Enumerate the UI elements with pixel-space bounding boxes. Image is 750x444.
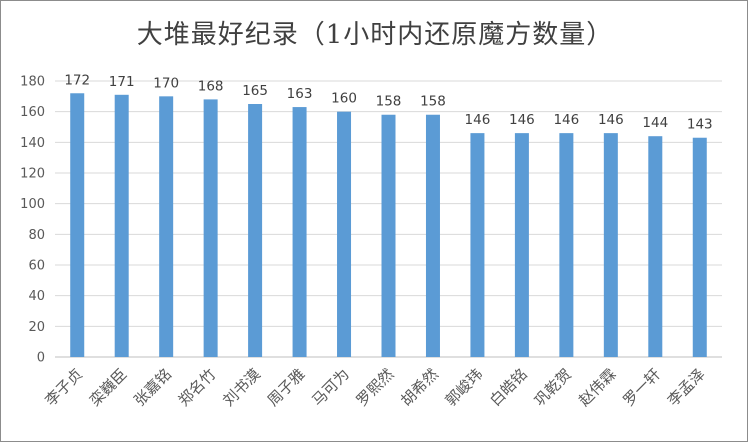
x-tick-label: 罗熙然 bbox=[353, 365, 398, 410]
y-tick-label: 100 bbox=[20, 197, 45, 212]
data-label: 165 bbox=[242, 83, 268, 99]
bar bbox=[648, 136, 663, 357]
bar bbox=[425, 114, 440, 357]
data-label: 158 bbox=[420, 94, 446, 110]
data-label: 170 bbox=[153, 75, 179, 91]
data-label: 143 bbox=[687, 117, 713, 133]
x-tick-label: 李子贞 bbox=[42, 365, 87, 410]
x-tick-label: 张嘉铭 bbox=[130, 365, 175, 410]
data-label: 144 bbox=[642, 115, 668, 131]
y-tick-label: 140 bbox=[20, 136, 45, 151]
y-tick-label: 120 bbox=[20, 167, 45, 182]
bar bbox=[514, 133, 529, 357]
x-tick-label: 李孟泽 bbox=[664, 365, 709, 410]
bar bbox=[203, 99, 218, 358]
bar bbox=[559, 133, 574, 357]
y-tick-label: 0 bbox=[37, 351, 45, 366]
data-label: 146 bbox=[553, 112, 579, 128]
y-tick-label: 160 bbox=[20, 105, 45, 120]
data-label: 160 bbox=[331, 91, 357, 107]
x-tick-label: 周子雅 bbox=[264, 365, 309, 410]
x-tick-label: 白皓铭 bbox=[486, 365, 531, 410]
chart-title: 大堆最好纪录（1小时内还原魔方数量） bbox=[136, 20, 614, 50]
bar bbox=[114, 94, 129, 358]
y-tick-label: 20 bbox=[28, 320, 45, 335]
data-label: 163 bbox=[287, 86, 313, 102]
bar bbox=[337, 111, 352, 358]
x-tick-label: 胡希然 bbox=[397, 365, 442, 410]
bar bbox=[603, 133, 618, 357]
bar bbox=[381, 114, 396, 357]
x-tick-label: 马可为 bbox=[308, 365, 353, 410]
bar bbox=[248, 104, 263, 357]
x-tick-label: 罗一轩 bbox=[620, 365, 665, 410]
data-label: 158 bbox=[376, 94, 402, 110]
x-tick-label: 栾巍臣 bbox=[86, 365, 131, 410]
bar bbox=[292, 107, 307, 357]
data-label: 146 bbox=[509, 112, 535, 128]
x-tick-label: 赵伟霖 bbox=[575, 365, 620, 410]
data-label: 168 bbox=[198, 78, 224, 94]
data-label: 146 bbox=[598, 112, 624, 128]
bar bbox=[470, 133, 485, 357]
bar bbox=[159, 96, 174, 357]
data-label: 171 bbox=[109, 74, 135, 90]
y-tick-label: 80 bbox=[28, 228, 45, 243]
bar bbox=[70, 93, 85, 358]
x-tick-label: 刘书漠 bbox=[219, 365, 264, 410]
x-tick-label: 郭峻玮 bbox=[442, 365, 487, 410]
x-tick-label: 郑名竹 bbox=[175, 365, 220, 410]
y-tick-label: 40 bbox=[28, 289, 45, 304]
y-tick-label: 60 bbox=[28, 259, 45, 274]
y-tick-label: 180 bbox=[20, 75, 45, 90]
x-tick-label: 巩乾贺 bbox=[531, 365, 576, 410]
data-label: 146 bbox=[465, 112, 491, 128]
bar bbox=[692, 137, 707, 357]
data-label: 172 bbox=[64, 72, 90, 88]
